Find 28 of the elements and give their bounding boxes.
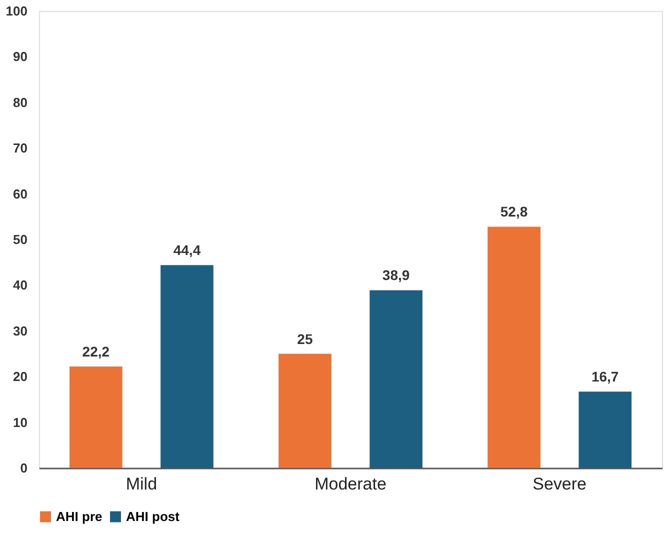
y-tick-label: 90 (13, 49, 28, 64)
data-label: 25 (297, 330, 313, 347)
data-label: 22,2 (82, 344, 110, 360)
x-tick-label: Severe (532, 474, 586, 494)
bar (160, 265, 214, 468)
y-tick-label: 0 (20, 460, 28, 476)
legend-label: AHI post (126, 508, 180, 524)
y-tick-label: 70 (13, 140, 28, 156)
y-tick-label: 10 (13, 414, 28, 430)
y-tick-label: 20 (13, 369, 28, 384)
bar (278, 354, 332, 468)
legend-label: AHI pre (56, 508, 102, 524)
y-tick-label: 100 (6, 4, 28, 18)
y-tick-label: 30 (13, 323, 28, 338)
data-label: 38,9 (382, 267, 410, 284)
data-label: 52,8 (500, 204, 528, 220)
data-label: 16,7 (591, 368, 619, 385)
y-tick-label: 50 (13, 232, 28, 247)
y-tick-label: 40 (13, 278, 28, 293)
x-tick-label: Moderate (314, 474, 386, 494)
bar (370, 290, 422, 468)
x-tick-label: Mild (126, 474, 158, 494)
bar (69, 366, 122, 468)
data-label: 44,4 (173, 242, 201, 258)
bar (578, 392, 632, 468)
bar (488, 226, 540, 468)
y-tick-label: 80 (13, 94, 28, 110)
y-tick-label: 60 (13, 186, 28, 202)
